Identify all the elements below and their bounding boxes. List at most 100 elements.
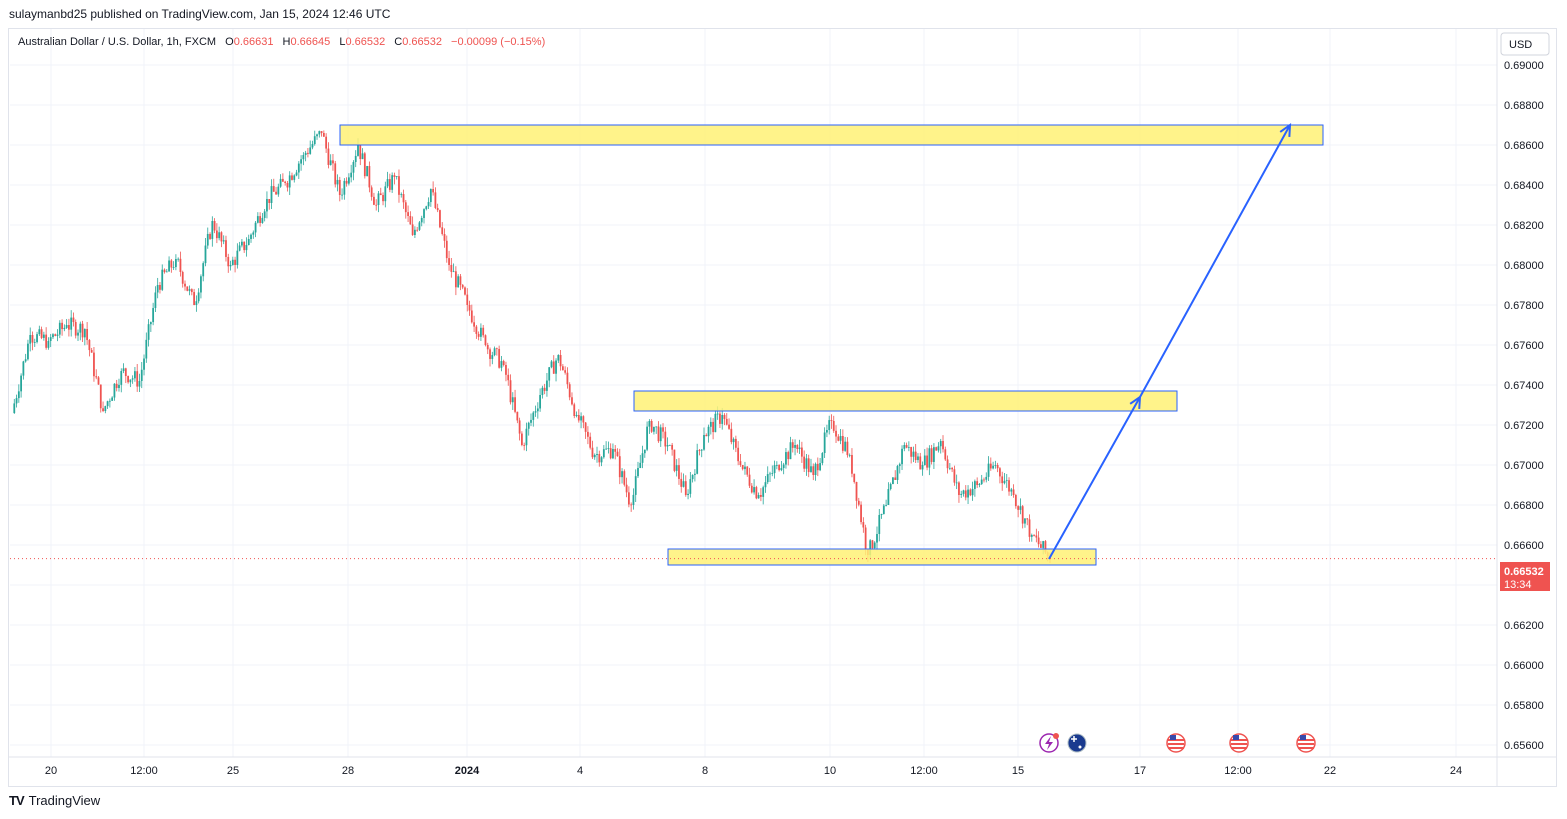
legend-low: 0.66532 <box>345 36 385 48</box>
candle-body <box>971 488 974 496</box>
candle-body <box>896 466 899 480</box>
time-tick-label: 24 <box>1450 765 1462 777</box>
candle-body <box>969 489 972 496</box>
candle-body <box>259 216 262 223</box>
candle-body <box>218 232 221 239</box>
candle-body <box>860 504 862 523</box>
candle-body <box>823 432 826 454</box>
candle-body <box>163 269 166 273</box>
candle-body <box>664 431 667 447</box>
candle-body <box>22 361 25 376</box>
current-price-label: 0.66532 <box>1504 566 1544 578</box>
candle-body <box>828 420 831 431</box>
candle-body <box>848 455 851 456</box>
candle-body <box>288 175 291 188</box>
candle-body <box>953 469 956 483</box>
candle-body <box>930 448 933 462</box>
candle-body <box>461 284 464 288</box>
candle-body <box>509 380 512 403</box>
candle-body <box>514 397 516 412</box>
us-flag-icon[interactable] <box>1229 733 1249 753</box>
candle-body <box>520 433 523 445</box>
candle-body <box>332 160 334 164</box>
candle-body <box>996 465 999 469</box>
time-tick-label: 15 <box>1012 765 1024 777</box>
candle-body <box>354 155 357 163</box>
candle-body <box>24 359 27 362</box>
candle-body <box>120 371 123 385</box>
candle-body <box>960 493 963 495</box>
time-tick-label: 8 <box>702 765 708 777</box>
candle-body <box>318 131 321 135</box>
candle-body <box>885 505 888 506</box>
candle-body <box>589 436 592 448</box>
candle-body <box>814 463 817 475</box>
candle-body <box>90 350 93 353</box>
candle-body <box>320 131 323 133</box>
time-tick-label: 12:00 <box>1224 765 1252 777</box>
currency-button[interactable] <box>1500 32 1550 56</box>
candle-body <box>375 204 378 206</box>
candle-body <box>379 193 382 196</box>
candle-body <box>493 348 496 356</box>
candle-body <box>277 186 280 195</box>
zone-resistance-mid <box>633 390 1178 412</box>
candle-body <box>263 211 266 218</box>
candle-body <box>698 450 701 451</box>
legend-close: 0.66532 <box>402 36 442 48</box>
candle-body <box>889 483 892 490</box>
lightning-icon[interactable] <box>1039 733 1059 753</box>
candle-body <box>964 490 967 498</box>
candle-body <box>29 335 32 344</box>
candle-body <box>473 322 475 327</box>
candle-body <box>143 358 145 370</box>
candle-body <box>721 415 724 424</box>
candle-body <box>334 163 337 185</box>
candle-body <box>917 456 919 461</box>
price-axis: 0.69000 0.68800 0.68600 0.68400 0.68200 0.680… <box>1496 29 1544 787</box>
candle-body <box>115 383 118 389</box>
candle-body <box>775 465 778 466</box>
us-flag-icon[interactable] <box>1296 733 1316 753</box>
price-tick-label: 0.66200 <box>1504 620 1544 632</box>
candle-body <box>536 408 539 412</box>
candle-body <box>79 323 82 333</box>
candle-body <box>577 415 580 421</box>
australia-flag-icon[interactable] <box>1067 733 1087 753</box>
candle-body <box>757 495 760 499</box>
candle-body <box>252 232 255 235</box>
candle-body <box>725 418 728 425</box>
candle-body <box>97 377 100 385</box>
candle-body <box>104 406 107 411</box>
candle-body <box>327 148 330 165</box>
candle-body <box>275 191 277 195</box>
candle-body <box>527 422 530 429</box>
candle-body <box>791 442 794 448</box>
candle-body <box>587 431 589 437</box>
candle-body <box>361 153 364 160</box>
candle-body <box>684 481 687 495</box>
us-flag-icon[interactable] <box>1166 733 1186 753</box>
candle-body <box>131 378 134 380</box>
candle-body <box>45 334 48 348</box>
price-tick-label: 0.68800 <box>1504 100 1544 112</box>
tradingview-logo[interactable]: TV TradingView <box>9 793 100 808</box>
candle-body <box>810 466 812 473</box>
price-tick-label: 0.67600 <box>1504 340 1544 352</box>
candle-body <box>231 259 234 265</box>
legend-high-label: H <box>283 36 291 48</box>
candle-body <box>944 449 947 460</box>
candle-body <box>454 271 457 288</box>
candle-body <box>402 194 405 203</box>
candle-body <box>962 490 965 494</box>
candle-body <box>948 467 951 469</box>
projection-arrow <box>1048 122 1292 560</box>
candle-body <box>766 474 769 483</box>
candle-body <box>61 322 63 330</box>
candle-body <box>293 175 296 180</box>
candle-body <box>591 447 594 458</box>
price-tick-label: 0.67200 <box>1504 420 1544 432</box>
candle-body <box>746 466 749 475</box>
candle-body <box>1033 535 1035 536</box>
